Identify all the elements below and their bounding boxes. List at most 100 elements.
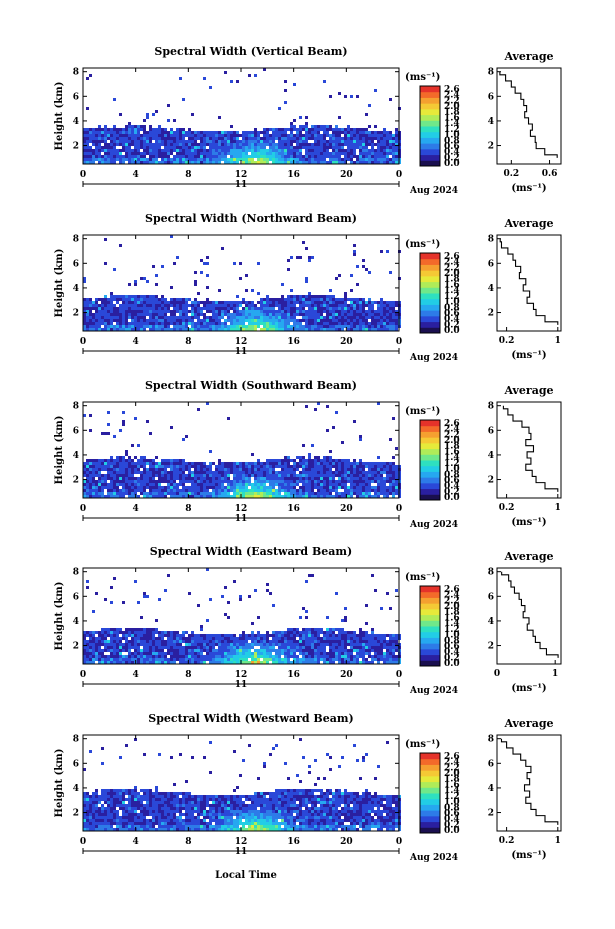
heatmap-cell — [203, 149, 206, 152]
profile-y-tick-label: 6 — [488, 92, 494, 102]
heatmap-cell — [377, 495, 380, 498]
heatmap-cell — [134, 468, 137, 471]
heatmap-cell — [83, 298, 86, 301]
heatmap-cell — [110, 310, 113, 313]
heatmap-cell — [347, 316, 350, 319]
heatmap-cell — [218, 652, 221, 655]
heatmap-cell — [137, 459, 140, 462]
heatmap-cell — [296, 474, 299, 477]
heatmap-cell — [383, 495, 386, 498]
heatmap-cell — [134, 480, 137, 483]
heatmap-cell — [248, 480, 251, 483]
heatmap-cell — [245, 465, 248, 468]
heatmap-cell — [167, 301, 170, 304]
heatmap-cell — [383, 152, 386, 155]
heatmap-cell — [326, 131, 329, 134]
heatmap-cell — [317, 477, 320, 480]
heatmap-cell — [233, 146, 236, 149]
heatmap-cell — [170, 486, 173, 489]
heatmap-cell — [92, 134, 95, 137]
x-tick-label: 4 — [133, 337, 139, 347]
heatmap-cell — [218, 158, 221, 161]
heatmap-cell — [158, 655, 161, 658]
heatmap-cell — [347, 465, 350, 468]
heatmap-cell — [131, 298, 134, 301]
heatmap-cell — [329, 158, 332, 161]
heatmap-cell — [218, 137, 221, 140]
heatmap-cell — [143, 304, 146, 307]
heatmap-cell — [233, 640, 236, 643]
heatmap-cell — [224, 313, 227, 316]
heatmap-cell — [395, 313, 398, 316]
heatmap-cell — [113, 477, 116, 480]
heatmap-cell — [89, 649, 92, 652]
heatmap-cell — [134, 652, 137, 655]
heatmap-cell — [314, 137, 317, 140]
heatmap-cell — [359, 474, 362, 477]
heatmap-cell — [254, 489, 257, 492]
heatmap-cell — [392, 474, 395, 477]
heatmap-cell — [254, 486, 257, 489]
heatmap-cell — [98, 465, 101, 468]
heatmap-cell — [263, 658, 266, 661]
heatmap-cell — [227, 161, 230, 164]
heatmap-cell — [296, 295, 299, 298]
heatmap-cell — [206, 483, 209, 486]
heatmap-cell — [125, 643, 128, 646]
heatmap-cell — [323, 462, 326, 465]
heatmap-cell — [359, 310, 362, 313]
heatmap-cell — [137, 125, 140, 128]
heatmap-cell — [266, 322, 269, 325]
heatmap-cell — [125, 295, 128, 298]
heatmap-cell — [332, 307, 335, 310]
heatmap-cell — [152, 486, 155, 489]
heatmap-cell — [281, 328, 284, 331]
heatmap-cell — [206, 471, 209, 474]
heatmap-cell — [89, 462, 92, 465]
heatmap-cell — [146, 462, 149, 465]
heatmap-cell — [296, 640, 299, 643]
heatmap-cell — [389, 489, 392, 492]
heatmap-cell — [332, 643, 335, 646]
colorbar-tick-label: 1.2 — [444, 125, 460, 135]
heatmap-cell — [146, 313, 149, 316]
heatmap-cell — [194, 643, 197, 646]
heatmap-cell — [158, 155, 161, 158]
heatmap-cell — [86, 304, 89, 307]
heatmap-cell — [365, 465, 368, 468]
heatmap-cell — [182, 634, 185, 637]
heatmap-cell — [248, 471, 251, 474]
heatmap-cell — [335, 137, 338, 140]
heatmap-cell — [197, 486, 200, 489]
heatmap-cell — [107, 322, 110, 325]
heatmap-cell — [152, 643, 155, 646]
heatmap-cell — [290, 161, 293, 164]
heatmap-cell — [257, 471, 260, 474]
heatmap-cell — [326, 477, 329, 480]
heatmap-cell — [212, 649, 215, 652]
heatmap-cell — [353, 319, 356, 322]
heatmap-cell — [293, 322, 296, 325]
heatmap-cell — [278, 480, 281, 483]
heatmap-cell — [194, 158, 197, 161]
heatmap-cell — [230, 637, 233, 640]
heatmap-cell — [299, 307, 302, 310]
heatmap-cell — [176, 637, 179, 640]
heatmap-cell — [134, 477, 137, 480]
heatmap-cell — [332, 316, 335, 319]
heatmap-cell — [308, 637, 311, 640]
heatmap-cell — [272, 459, 275, 462]
heatmap-cell — [311, 649, 314, 652]
heatmap-cell — [119, 325, 122, 328]
heatmap-cell — [161, 480, 164, 483]
heatmap-cell — [188, 592, 191, 595]
heatmap-cell — [176, 328, 179, 331]
heatmap-cell — [209, 486, 212, 489]
heatmap-cell — [263, 313, 266, 316]
heatmap-cell — [371, 313, 374, 316]
heatmap-cell — [272, 489, 275, 492]
heatmap-cell — [128, 125, 131, 128]
heatmap-cell — [173, 149, 176, 152]
heatmap-cells — [83, 235, 401, 331]
heatmap-cell — [101, 658, 104, 661]
